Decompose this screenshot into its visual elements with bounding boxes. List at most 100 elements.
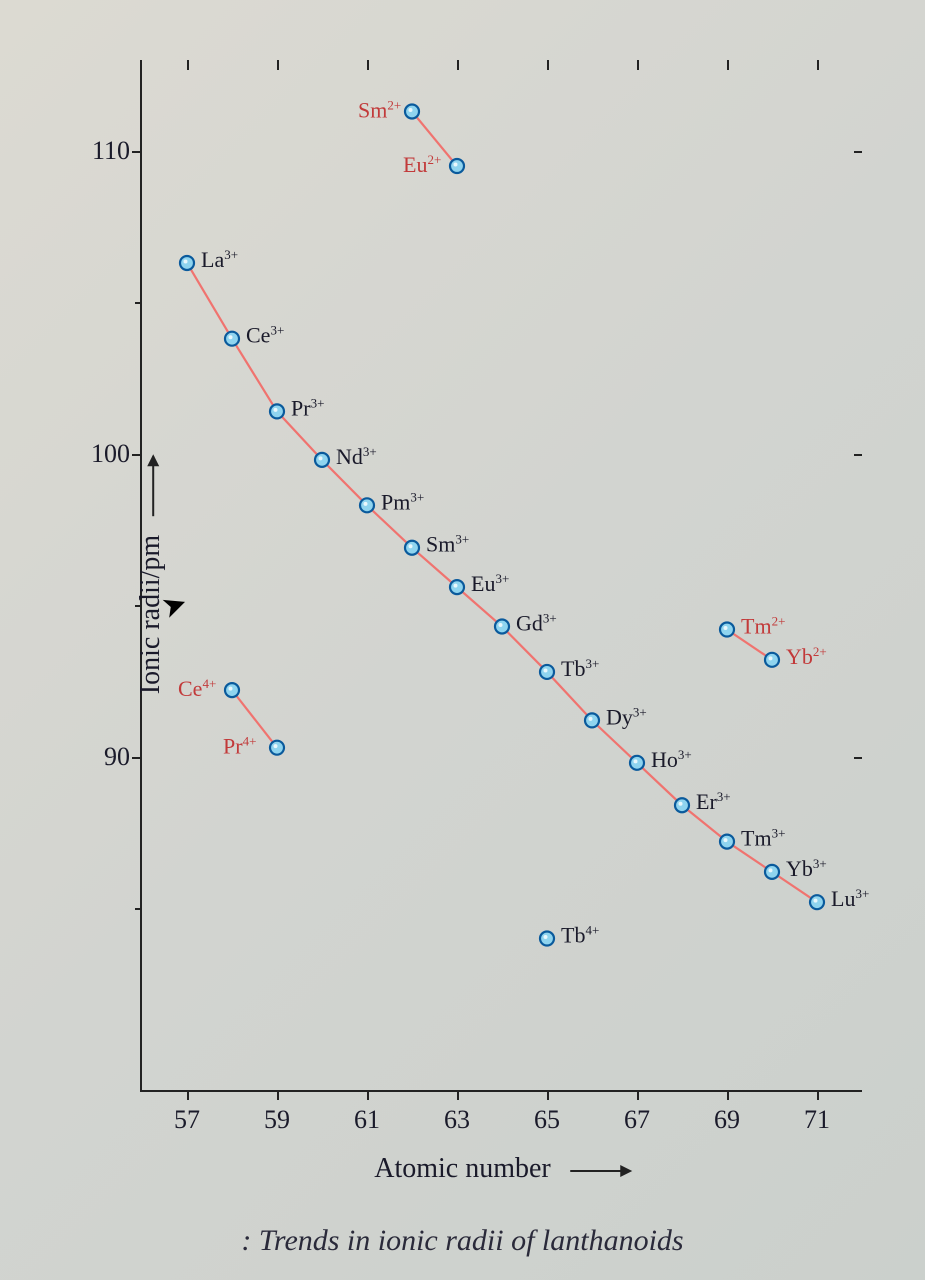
xtick-top xyxy=(457,60,459,70)
xtick xyxy=(637,1090,639,1100)
data-point xyxy=(450,580,464,594)
xticklabel: 57 xyxy=(174,1105,200,1135)
point-label: Tb4+ xyxy=(561,923,599,948)
data-point-highlight xyxy=(274,744,278,748)
x-axis-label: Atomic number xyxy=(374,1153,630,1185)
xticklabel: 69 xyxy=(714,1105,740,1135)
xlabel-text: Atomic number xyxy=(374,1153,551,1184)
xtick-top xyxy=(637,60,639,70)
data-point xyxy=(585,713,599,727)
ytick-minor xyxy=(135,302,142,304)
data-point-highlight xyxy=(634,759,638,763)
figure-caption: : Trends in ionic radii of lanthanoids xyxy=(0,1224,925,1258)
data-point xyxy=(495,620,509,634)
y-axis-label: Ionic radii/pm xyxy=(135,456,167,694)
xtick-top xyxy=(547,60,549,70)
data-point-highlight xyxy=(229,335,233,339)
ytick xyxy=(132,454,142,456)
point-label: Ho3+ xyxy=(651,747,692,772)
point-label: Lu3+ xyxy=(831,886,869,911)
xtick-top xyxy=(367,60,369,70)
page-root: La3+Ce3+Pr3+Nd3+Pm3+Sm3+Eu3+Gd3+Tb3+Dy3+… xyxy=(0,0,925,1280)
xtick xyxy=(547,1090,549,1100)
xtick xyxy=(187,1090,189,1100)
point-label: Ce3+ xyxy=(246,323,284,348)
data-point-highlight xyxy=(274,408,278,412)
chart-svg: La3+Ce3+Pr3+Nd3+Pm3+Sm3+Eu3+Gd3+Tb3+Dy3+… xyxy=(142,60,862,1090)
plot-area: La3+Ce3+Pr3+Nd3+Pm3+Sm3+Eu3+Gd3+Tb3+Dy3+… xyxy=(140,60,862,1092)
point-label: Yb3+ xyxy=(786,856,827,881)
ytick-right xyxy=(854,454,862,456)
xtick xyxy=(367,1090,369,1100)
point-label: Tm3+ xyxy=(741,826,785,851)
data-point-highlight xyxy=(724,626,728,630)
xticklabel: 61 xyxy=(354,1105,380,1135)
point-label: Nd3+ xyxy=(336,444,377,469)
xtick-top xyxy=(277,60,279,70)
data-point xyxy=(270,404,284,418)
data-point-highlight xyxy=(409,544,413,548)
xtick-top xyxy=(817,60,819,70)
point-label: Gd3+ xyxy=(516,611,557,636)
data-point-highlight xyxy=(589,717,593,721)
xtick xyxy=(277,1090,279,1100)
data-point-highlight xyxy=(454,584,458,588)
yticklabel: 100 xyxy=(91,439,130,469)
data-point-highlight xyxy=(724,838,728,842)
point-label: La3+ xyxy=(201,247,238,272)
point-label: Ce4+ xyxy=(178,676,216,701)
data-point xyxy=(180,256,194,270)
data-point-highlight xyxy=(319,456,323,460)
data-point-highlight xyxy=(364,502,368,506)
xtick xyxy=(457,1090,459,1100)
ytick xyxy=(132,151,142,153)
data-point xyxy=(405,105,419,119)
data-point-highlight xyxy=(544,668,548,672)
point-label: Pm3+ xyxy=(381,489,424,514)
ylabel-text: Ionic radii/pm xyxy=(135,535,166,694)
data-point-highlight xyxy=(544,935,548,939)
yticklabel: 90 xyxy=(104,742,130,772)
point-label: Er3+ xyxy=(696,789,731,814)
data-point xyxy=(360,498,374,512)
data-point xyxy=(225,332,239,346)
data-point-highlight xyxy=(499,623,503,627)
data-point xyxy=(810,895,824,909)
ytick-right xyxy=(854,757,862,759)
data-point-highlight xyxy=(229,687,233,691)
data-point-highlight xyxy=(769,868,773,872)
xlabel-arrow xyxy=(570,1170,630,1172)
xticklabel: 67 xyxy=(624,1105,650,1135)
data-point xyxy=(720,623,734,637)
ytick xyxy=(132,757,142,759)
xticklabel: 65 xyxy=(534,1105,560,1135)
xticklabel: 71 xyxy=(804,1105,830,1135)
point-label: Sm2+ xyxy=(358,98,401,123)
data-point xyxy=(765,653,779,667)
data-point-highlight xyxy=(769,656,773,660)
data-point xyxy=(720,835,734,849)
data-point xyxy=(630,756,644,770)
point-label: Pr4+ xyxy=(223,734,256,759)
yticklabel: 110 xyxy=(92,136,130,166)
data-point xyxy=(450,159,464,173)
data-point-highlight xyxy=(454,163,458,167)
point-label: Eu3+ xyxy=(471,571,509,596)
data-point xyxy=(675,798,689,812)
data-point xyxy=(405,541,419,555)
point-label: Sm3+ xyxy=(426,532,469,557)
ytick-right xyxy=(854,151,862,153)
xticklabel: 63 xyxy=(444,1105,470,1135)
ytick-minor xyxy=(135,908,142,910)
point-label: Dy3+ xyxy=(606,704,647,729)
xtick-top xyxy=(727,60,729,70)
xtick xyxy=(817,1090,819,1100)
data-point-highlight xyxy=(679,802,683,806)
xtick-top xyxy=(187,60,189,70)
point-label: Pr3+ xyxy=(291,395,324,420)
data-point xyxy=(540,665,554,679)
point-label: Yb2+ xyxy=(786,644,827,669)
xticklabel: 59 xyxy=(264,1105,290,1135)
ytick-minor xyxy=(135,605,142,607)
data-point-highlight xyxy=(814,899,818,903)
